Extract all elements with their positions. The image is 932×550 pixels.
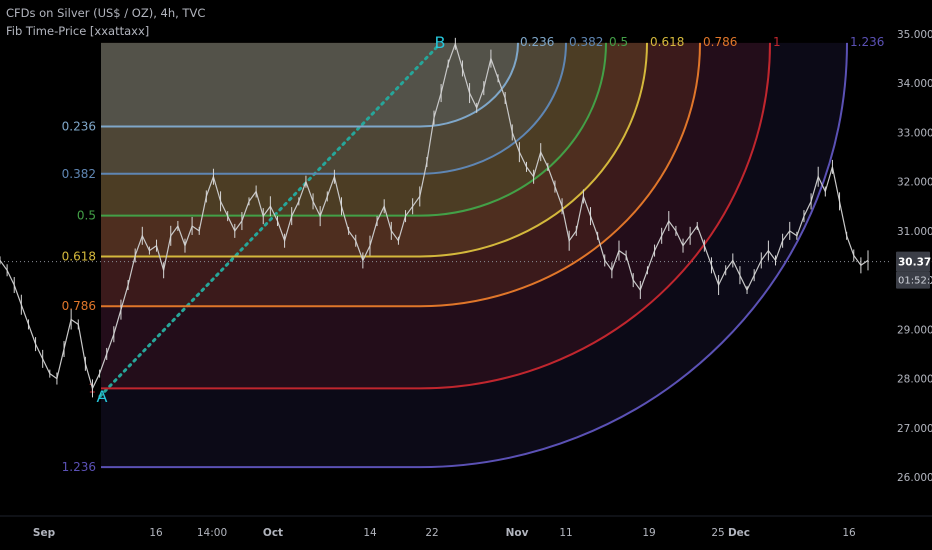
y-tick-label: 34.0000	[897, 78, 932, 90]
fib-zone-0.5	[101, 42, 606, 216]
pivot-label-b: B	[435, 33, 446, 52]
countdown-value: 01:52:31	[898, 276, 932, 287]
fib-left-label-1.236: 1.236	[62, 460, 96, 474]
y-tick-label: 27.0000	[897, 423, 932, 435]
fib-top-label-1: 1	[773, 35, 781, 49]
y-tick-label: 33.0000	[897, 127, 932, 139]
symbol-title: CFDs on Silver (US$ / OZ), 4h, TVC	[6, 6, 206, 20]
x-tick-label: 22	[425, 527, 438, 539]
x-tick-label: Dec	[728, 527, 750, 539]
x-tick-label: 14:00	[197, 527, 227, 539]
y-tick-label: 31.0000	[897, 226, 932, 238]
x-tick-label: 16	[842, 527, 856, 539]
fib-line-0.236	[101, 42, 519, 128]
y-tick-label: 28.0000	[897, 374, 932, 386]
fib-top-label-1.236: 1.236	[850, 35, 884, 49]
fib-zone-0.236	[101, 42, 518, 127]
x-tick-label: Oct	[263, 527, 283, 539]
price-badge-bg	[896, 251, 930, 272]
fib-line-1	[101, 42, 771, 390]
y-tick-label: 32.0000	[897, 177, 932, 189]
fib-left-label-0.5: 0.5	[77, 209, 96, 223]
fib-top-label-0.5: 0.5	[609, 35, 628, 49]
fib-left-label-0.236: 0.236	[62, 120, 96, 134]
x-tick-label: 14	[363, 527, 377, 539]
fib-line-0.786	[101, 42, 701, 308]
fib-line-0.618	[101, 42, 648, 258]
y-tick-label: 35.0000	[897, 29, 932, 41]
pivot-label-a: A	[97, 387, 108, 406]
y-tick-label: 26.0000	[897, 472, 932, 484]
price-badge-value: 30.3764	[898, 257, 932, 269]
fib-top-label-0.786: 0.786	[703, 35, 737, 49]
fib-left-label-0.382: 0.382	[62, 167, 96, 181]
indicator-label: Fib Time-Price [xxattaxx]	[6, 24, 150, 38]
y-tick-label: 29.0000	[897, 324, 932, 336]
fib-left-label-0.618: 0.618	[62, 249, 96, 263]
fib-top-label-0.236: 0.236	[520, 35, 554, 49]
fib-zone-1.236	[101, 42, 847, 468]
x-tick-label: 19	[642, 527, 655, 539]
fib-left-label-0.786: 0.786	[62, 299, 96, 313]
fib-line-0.382	[101, 42, 567, 175]
x-tick-label: 25	[711, 527, 724, 539]
x-tick-label: Sep	[33, 527, 56, 539]
x-tick-label: Nov	[506, 527, 529, 539]
x-tick-label: 11	[559, 527, 572, 539]
countdown-bg	[896, 271, 930, 289]
fib-top-label-0.618: 0.618	[650, 35, 684, 49]
fib-zone-0.618	[101, 42, 647, 257]
ab-trend-line	[98, 42, 442, 398]
fib-zone-0.382	[101, 42, 566, 174]
x-tick-label: 16	[149, 527, 163, 539]
fib-line-1.236	[101, 42, 848, 469]
fib-top-label-0.382: 0.382	[569, 35, 603, 49]
